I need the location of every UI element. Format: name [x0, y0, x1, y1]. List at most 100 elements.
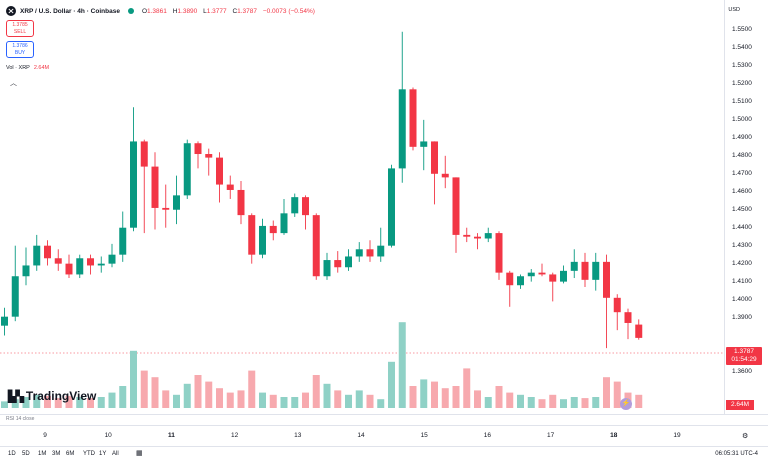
timeframe-button-1y[interactable]: 1Y — [99, 451, 107, 457]
pane-separator[interactable] — [0, 414, 768, 415]
volume-bar — [54, 398, 62, 408]
timeframe-button-3m[interactable]: 3M — [52, 451, 61, 457]
volume-bar — [495, 386, 503, 408]
candle-down — [194, 143, 202, 155]
volume-bar — [560, 399, 567, 408]
candle-up — [560, 270, 567, 282]
volume-bar — [409, 386, 417, 408]
timeframe-button-all[interactable]: All — [112, 451, 119, 457]
price-tick-label: 1.4500 — [732, 205, 752, 213]
volume-bar — [377, 399, 385, 408]
candle-down — [151, 166, 159, 208]
price-tick-label: 1.5300 — [732, 61, 752, 69]
volume-bar — [259, 392, 266, 408]
timeframe-button-5d[interactable]: 5D — [22, 451, 30, 457]
time-tick-label: 16 — [483, 432, 492, 439]
volume-bar — [312, 375, 320, 408]
buy-label: BUY — [14, 50, 26, 56]
volume-bar — [355, 390, 363, 408]
price-tick-label: 1.4000 — [732, 295, 752, 303]
candle-down — [431, 141, 438, 174]
timeframe-button-6m[interactable]: 6M — [66, 451, 75, 457]
launch-icon[interactable]: ⚡ — [620, 398, 632, 410]
candle-up — [592, 261, 600, 280]
volume-bar — [216, 388, 223, 408]
candle-down — [312, 215, 320, 277]
candle-up — [108, 254, 116, 264]
market-status-dot[interactable] — [127, 8, 134, 14]
buy-button[interactable]: 1.3786 BUY — [6, 41, 34, 58]
clock-display[interactable]: 06:05:31 UTC-4 — [715, 451, 758, 457]
candle-down — [495, 233, 503, 273]
timeframe-button-1d[interactable]: 1D — [8, 451, 16, 457]
volume-value: 2.64M — [33, 65, 50, 71]
candle-down — [87, 258, 94, 266]
volume-bar — [280, 397, 288, 408]
candle-up — [1, 316, 8, 326]
price-tick-label: 1.3600 — [732, 367, 752, 375]
candle-up — [377, 245, 385, 257]
tradingview-mark-icon: ▙▚ — [8, 390, 24, 403]
candlestick-chart[interactable] — [0, 0, 724, 414]
sell-price: 1.3785 — [12, 22, 28, 28]
time-tick-label: 11 — [167, 432, 175, 439]
timeframe-button-1m[interactable]: 1M — [38, 451, 47, 457]
collapse-chevron-icon[interactable]: ︿ — [10, 80, 17, 87]
time-tick-label: 19 — [673, 432, 681, 439]
volume-bar — [248, 370, 256, 408]
candle-up — [119, 227, 127, 255]
currency-label[interactable]: USD — [728, 7, 740, 13]
candle-down — [334, 260, 342, 268]
candle-down — [302, 197, 309, 216]
volume-bar — [65, 395, 73, 408]
timeframe-button-ytd[interactable]: YTD — [83, 451, 95, 457]
xrp-logo-icon[interactable] — [6, 6, 16, 16]
volume-bar — [140, 370, 148, 408]
price-tick-label: 1.5500 — [732, 26, 752, 33]
volume-bar — [291, 397, 299, 408]
candle-down — [613, 297, 621, 313]
volume-label: Vol · XRP — [6, 65, 30, 71]
tradingview-logo[interactable]: ▙▚ TradingView — [8, 389, 96, 403]
candle-down — [216, 157, 223, 185]
volume-legend[interactable]: Vol · XRP 2.64M — [6, 65, 49, 71]
date-range-calendar-icon[interactable]: ▦ — [136, 450, 143, 457]
candle-up — [173, 195, 180, 210]
ohlc-values: O1.3861 H1.3890 L1.3777 C1.3787 −0.0073 … — [141, 7, 315, 15]
volume-bar — [76, 397, 84, 408]
price-tick-label: 1.4600 — [732, 187, 752, 195]
rsi-indicator-label[interactable]: RSI 14 close — [6, 416, 35, 422]
change-value: −0.0073 (−0.54%) — [262, 7, 315, 15]
price-tick-label: 1.4800 — [732, 151, 752, 159]
candle-down — [269, 225, 277, 234]
volume-bar — [151, 377, 159, 408]
price-tick-label: 1.4700 — [732, 169, 752, 177]
price-axis[interactable] — [724, 0, 768, 414]
candle-down — [54, 258, 62, 264]
time-tick-label: 10 — [104, 432, 112, 439]
countdown-value: 01:54:29 — [731, 356, 757, 363]
volume-bar — [44, 395, 51, 408]
candle-down — [205, 154, 213, 158]
price-tick-label: 1.4900 — [732, 133, 752, 141]
candle-down — [409, 89, 417, 147]
volume-bar — [97, 397, 105, 408]
settings-gear-icon[interactable]: ⚙ — [742, 433, 749, 440]
volume-bar — [592, 397, 600, 408]
price-tick-label: 1.5100 — [732, 97, 752, 105]
candle-up — [527, 272, 535, 277]
sell-button[interactable]: 1.3785 SELL — [6, 20, 34, 37]
candle-down — [441, 173, 449, 178]
volume-bar — [108, 392, 116, 408]
time-axis[interactable] — [0, 425, 768, 445]
volume-bar — [388, 361, 395, 408]
candle-down — [237, 189, 245, 216]
candle-up — [280, 213, 288, 234]
candle-down — [162, 207, 170, 210]
symbol-title[interactable]: XRP / U.S. Dollar · 4h · Coinbase — [20, 7, 120, 15]
volume-bar — [269, 394, 277, 408]
candle-up — [76, 258, 84, 275]
volume-bar — [162, 390, 170, 408]
last-price-value: 1.3787 — [734, 348, 754, 355]
